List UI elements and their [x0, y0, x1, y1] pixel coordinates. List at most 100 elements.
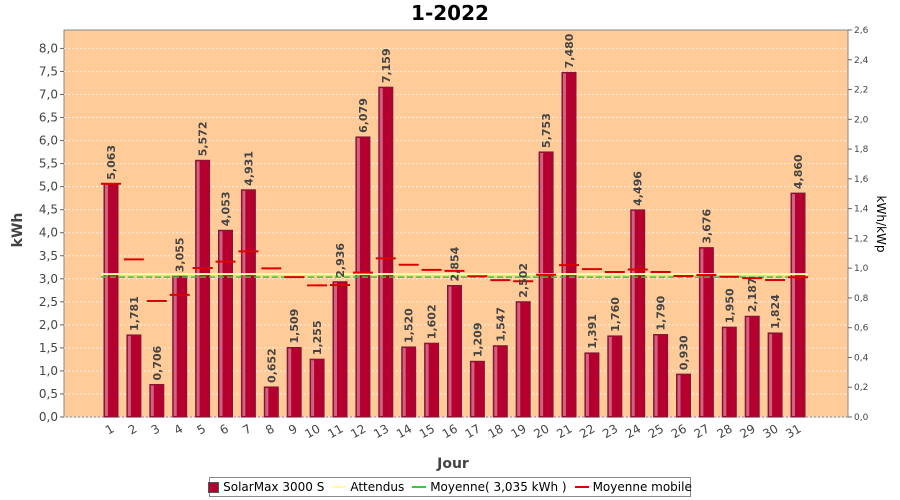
y-right-tick-label: 2,0 [854, 115, 869, 125]
data-label: 4,860 [792, 154, 805, 189]
x-tick-label: 16 [440, 421, 460, 441]
legend-label-moving-average: Moyenne mobile [592, 480, 692, 494]
bar-highlight [540, 152, 544, 417]
bar-highlight [402, 347, 406, 416]
legend-item-moving-average: Moyenne mobile [574, 480, 692, 494]
x-tick-label: 11 [325, 421, 345, 441]
bar-highlight [288, 348, 292, 416]
legend-swatch-production [208, 481, 220, 493]
y-tick-label: 1,0 [39, 364, 58, 378]
bar-highlight [265, 387, 269, 416]
x-tick-label: 22 [577, 421, 597, 441]
data-label: 4,931 [242, 151, 255, 186]
y-tick-label: 5,0 [39, 180, 58, 194]
data-label: 1,209 [471, 323, 484, 358]
x-axis-label: Jour [436, 456, 469, 472]
bar-highlight [494, 346, 498, 416]
data-label: 1,824 [769, 294, 782, 329]
legend-item-production: SolarMax 3000 S [208, 480, 324, 494]
x-tick-label: 20 [531, 421, 551, 441]
x-tick-label: 23 [600, 421, 620, 441]
data-label: 0,706 [151, 345, 164, 380]
bar-series [103, 71, 806, 418]
data-label: 7,159 [380, 48, 393, 83]
data-label: 1,509 [288, 309, 301, 344]
x-tick-label: 15 [417, 421, 437, 441]
x-tick-label: 6 [217, 421, 231, 437]
bar-highlight [723, 328, 727, 416]
x-tick-label: 1 [103, 421, 117, 437]
x-tick-label: 27 [692, 421, 712, 441]
x-tick-label: 28 [715, 421, 735, 441]
x-tick-label: 8 [263, 421, 277, 437]
y-tick-label: 2,0 [39, 318, 58, 332]
y-tick-label: 8,0 [39, 41, 58, 55]
y-axis-label: kWh [10, 213, 26, 248]
x-tick-label: 31 [783, 421, 803, 441]
bar-highlight [173, 277, 177, 416]
bar-highlight [700, 248, 704, 416]
bar-highlight [448, 286, 452, 416]
data-label: 6,079 [357, 98, 370, 133]
y-tick-label: 1,5 [39, 341, 58, 355]
x-tick-label: 18 [486, 421, 506, 441]
x-tick-label: 14 [394, 421, 414, 441]
bar-highlight [219, 231, 223, 416]
legend: SolarMax 3000 S Attendus Moyenne( 3,035 … [208, 477, 692, 497]
y-right-tick-label: 0,2 [854, 383, 868, 393]
data-label: 1,781 [128, 296, 141, 331]
x-tick-label: 3 [149, 421, 163, 437]
bar-highlight [746, 317, 750, 416]
data-label: 2,502 [517, 263, 530, 298]
y-axis-left: 0,0 0,5 1,0 1,5 2,0 2,5 3,0 3,5 4,0 4,5 5,0 5,5 6,0 6… [39, 41, 64, 424]
chart-title: 1-2022 [411, 1, 489, 25]
data-label: 1,950 [723, 288, 736, 323]
y-tick-label: 7,0 [39, 88, 58, 102]
y-right-tick-label: 0,4 [854, 353, 869, 363]
bar-highlight [150, 385, 154, 416]
bar-highlight [677, 375, 681, 416]
bar-highlight [311, 360, 315, 416]
y-tick-label: 5,5 [39, 157, 58, 171]
data-label: 7,480 [563, 33, 576, 68]
y-axis-right: 0,0 0,2 0,4 0,6 0,8 1,0 1,2 1,4 1,6 1,8 2,0 2,2 2,4 2… [848, 26, 869, 423]
bar-highlight [631, 210, 635, 416]
y-tick-label: 2,5 [39, 295, 58, 309]
y-tick-label: 4,0 [39, 226, 58, 240]
legend-line-average [412, 486, 427, 488]
legend-label-expected: Attendus [350, 480, 405, 494]
bar-highlight [334, 282, 337, 416]
data-label: 3,055 [174, 237, 187, 272]
bar-highlight [654, 335, 658, 416]
x-tick-label: 5 [194, 421, 208, 437]
legend-item-average: Moyenne( 3,035 kWh ) [412, 480, 567, 494]
x-tick-label: 12 [348, 421, 368, 441]
data-label: 2,936 [334, 243, 347, 278]
bar-highlight [563, 73, 566, 416]
data-label: 2,187 [746, 277, 759, 312]
x-tick-label: 13 [371, 421, 391, 441]
bar-highlight [242, 190, 246, 416]
y-right-tick-label: 2,6 [854, 26, 869, 36]
bar-highlight [769, 333, 773, 416]
moving-average-series [101, 182, 808, 303]
legend-label-average: Moyenne( 3,035 kWh ) [430, 480, 567, 494]
bar-highlight [425, 344, 429, 416]
data-label: 1,790 [655, 295, 668, 330]
y-right-tick-label: 0,6 [854, 324, 869, 334]
reference-lines [101, 273, 808, 278]
bar-highlight [585, 353, 589, 416]
data-label: 0,930 [678, 335, 691, 370]
y-right-tick-label: 1,8 [854, 145, 869, 155]
data-label: 1,255 [311, 320, 324, 355]
y-right-tick-label: 1,6 [854, 175, 869, 185]
data-label: 5,063 [105, 145, 118, 180]
data-label: 1,547 [494, 307, 507, 342]
legend-line-moving-average [574, 486, 589, 488]
y-tick-label: 6,0 [39, 134, 58, 148]
x-tick-label: 29 [737, 421, 757, 441]
x-tick-label: 17 [463, 421, 483, 441]
data-label: 4,496 [632, 171, 645, 206]
data-label: 5,572 [197, 121, 210, 156]
x-tick-label: 4 [172, 421, 186, 437]
